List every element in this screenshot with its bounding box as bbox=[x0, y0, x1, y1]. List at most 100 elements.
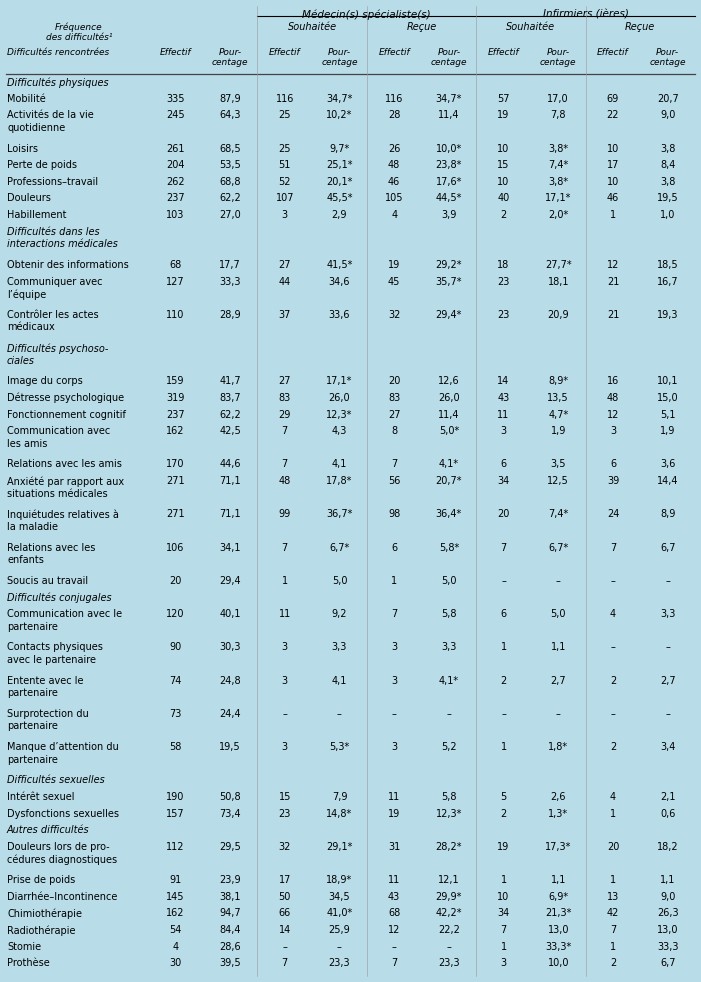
Text: 71,1: 71,1 bbox=[219, 510, 241, 519]
Text: 17,0: 17,0 bbox=[547, 93, 569, 104]
Text: 12,1: 12,1 bbox=[438, 875, 460, 885]
Text: 237: 237 bbox=[166, 409, 184, 419]
Text: 7,4*: 7,4* bbox=[548, 510, 569, 519]
Text: –: – bbox=[392, 942, 397, 952]
Text: –: – bbox=[665, 575, 670, 586]
Text: 9,7*: 9,7* bbox=[329, 143, 350, 153]
Text: 16: 16 bbox=[607, 376, 619, 386]
Text: 40,1: 40,1 bbox=[219, 609, 241, 619]
Text: 30: 30 bbox=[169, 958, 182, 968]
Text: 34,7*: 34,7* bbox=[326, 93, 353, 104]
Text: 91: 91 bbox=[169, 875, 182, 885]
Text: 5,1: 5,1 bbox=[660, 409, 675, 419]
Text: 14,4: 14,4 bbox=[657, 476, 679, 486]
Text: –: – bbox=[611, 575, 615, 586]
Text: 112: 112 bbox=[166, 842, 184, 852]
Text: Effectif: Effectif bbox=[379, 48, 410, 57]
Text: 83,7: 83,7 bbox=[219, 393, 241, 403]
Text: 24: 24 bbox=[607, 510, 619, 519]
Text: Pour-
centage: Pour- centage bbox=[321, 48, 358, 68]
Text: 20: 20 bbox=[607, 842, 619, 852]
Text: 12: 12 bbox=[388, 925, 400, 935]
Text: 1: 1 bbox=[501, 742, 507, 752]
Text: 29,9*: 29,9* bbox=[435, 892, 462, 901]
Text: 10: 10 bbox=[498, 143, 510, 153]
Text: 17,3*: 17,3* bbox=[545, 842, 571, 852]
Text: 50: 50 bbox=[278, 892, 291, 901]
Text: 13: 13 bbox=[607, 892, 619, 901]
Text: 21: 21 bbox=[607, 277, 619, 287]
Text: Difficultés physiques: Difficultés physiques bbox=[7, 77, 109, 87]
Text: 43: 43 bbox=[498, 393, 510, 403]
Text: 34,5: 34,5 bbox=[329, 892, 350, 901]
Text: 1,0: 1,0 bbox=[660, 210, 675, 220]
Text: 15,0: 15,0 bbox=[657, 393, 679, 403]
Text: 44: 44 bbox=[278, 277, 291, 287]
Text: 8,9*: 8,9* bbox=[548, 376, 569, 386]
Text: 66: 66 bbox=[278, 908, 291, 918]
Text: 52: 52 bbox=[278, 177, 291, 187]
Text: 162: 162 bbox=[166, 426, 184, 436]
Text: 18,1: 18,1 bbox=[547, 277, 569, 287]
Text: Perte de poids: Perte de poids bbox=[7, 160, 77, 170]
Text: Difficultés psychoso-
ciales: Difficultés psychoso- ciales bbox=[7, 343, 109, 366]
Text: 23: 23 bbox=[498, 309, 510, 320]
Text: 8,4: 8,4 bbox=[660, 160, 675, 170]
Text: –: – bbox=[283, 942, 287, 952]
Text: Chimiothérapie: Chimiothérapie bbox=[7, 908, 82, 919]
Text: Effectif: Effectif bbox=[160, 48, 191, 57]
Text: 6,7: 6,7 bbox=[660, 543, 675, 553]
Text: 7: 7 bbox=[282, 543, 288, 553]
Text: 17,8*: 17,8* bbox=[326, 476, 353, 486]
Text: 7: 7 bbox=[391, 609, 397, 619]
Text: 34,1: 34,1 bbox=[219, 543, 241, 553]
Text: 271: 271 bbox=[166, 476, 184, 486]
Text: 237: 237 bbox=[166, 193, 184, 203]
Text: 68: 68 bbox=[169, 260, 182, 270]
Text: 10: 10 bbox=[607, 177, 619, 187]
Text: –: – bbox=[611, 642, 615, 652]
Text: 5,0: 5,0 bbox=[332, 575, 347, 586]
Text: 25: 25 bbox=[278, 143, 291, 153]
Text: 14: 14 bbox=[498, 376, 510, 386]
Text: 5,3*: 5,3* bbox=[329, 742, 350, 752]
Text: Entente avec le
partenaire: Entente avec le partenaire bbox=[7, 676, 83, 698]
Text: Contacts physiques
avec le partenaire: Contacts physiques avec le partenaire bbox=[7, 642, 103, 665]
Text: 20,7: 20,7 bbox=[657, 93, 679, 104]
Text: 32: 32 bbox=[388, 309, 400, 320]
Text: 12,3*: 12,3* bbox=[326, 409, 353, 419]
Text: 1,1: 1,1 bbox=[550, 875, 566, 885]
Text: 22: 22 bbox=[606, 110, 619, 120]
Text: Souhaitée: Souhaitée bbox=[287, 22, 336, 32]
Text: –: – bbox=[337, 942, 342, 952]
Text: 23,8*: 23,8* bbox=[435, 160, 462, 170]
Text: 18: 18 bbox=[498, 260, 510, 270]
Text: 13,0: 13,0 bbox=[547, 925, 569, 935]
Text: 1: 1 bbox=[282, 575, 288, 586]
Text: –: – bbox=[665, 642, 670, 652]
Text: 6: 6 bbox=[501, 609, 507, 619]
Text: Image du corps: Image du corps bbox=[7, 376, 83, 386]
Text: 58: 58 bbox=[169, 742, 182, 752]
Text: 2: 2 bbox=[610, 958, 616, 968]
Text: Détresse psychologique: Détresse psychologique bbox=[7, 393, 124, 404]
Text: 19: 19 bbox=[388, 260, 400, 270]
Text: 25,1*: 25,1* bbox=[326, 160, 353, 170]
Text: 105: 105 bbox=[385, 193, 403, 203]
Text: 22,2: 22,2 bbox=[438, 925, 460, 935]
Text: Relations avec les amis: Relations avec les amis bbox=[7, 460, 122, 469]
Text: 20,1*: 20,1* bbox=[326, 177, 353, 187]
Text: 27: 27 bbox=[388, 409, 400, 419]
Text: 3: 3 bbox=[501, 426, 507, 436]
Text: 4,7*: 4,7* bbox=[548, 409, 569, 419]
Text: 1: 1 bbox=[610, 809, 616, 819]
Text: 29,4: 29,4 bbox=[219, 575, 241, 586]
Text: 190: 190 bbox=[166, 792, 184, 802]
Text: 335: 335 bbox=[166, 93, 184, 104]
Text: 3,3: 3,3 bbox=[660, 609, 675, 619]
Text: 12: 12 bbox=[607, 409, 619, 419]
Text: 11: 11 bbox=[388, 875, 400, 885]
Text: 39,5: 39,5 bbox=[219, 958, 241, 968]
Text: 11,4: 11,4 bbox=[438, 409, 460, 419]
Text: 33,6: 33,6 bbox=[329, 309, 350, 320]
